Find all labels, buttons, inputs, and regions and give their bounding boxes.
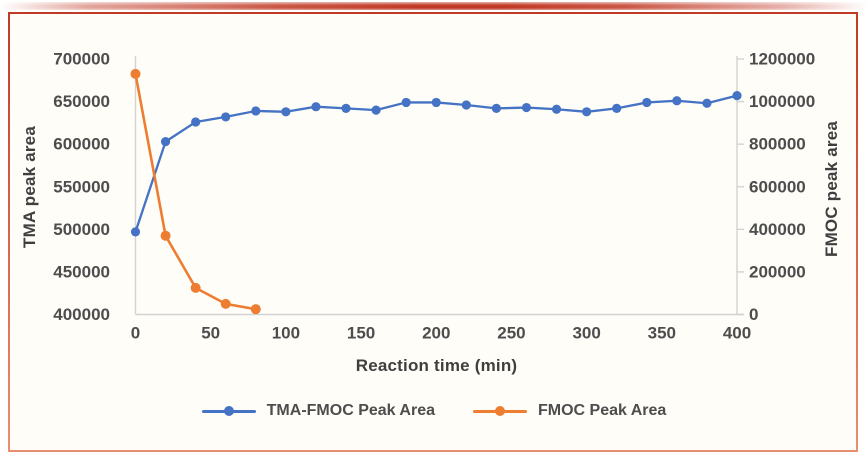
legend-label-fmoc: FMOC Peak Area: [537, 402, 667, 419]
data-point-tma-fmoc: [642, 97, 652, 108]
y-right-tick-label: 1200000: [749, 50, 815, 69]
y-left-tick-label: 500000: [53, 220, 110, 239]
data-point-tma-fmoc: [371, 105, 381, 115]
legend-marker-tma-fmoc-icon: [201, 406, 256, 416]
y-left-tick-label: 650000: [53, 92, 110, 111]
y-axis-title-left: TMA peak area: [20, 126, 39, 248]
data-point-tma-fmoc: [341, 103, 351, 113]
data-point-fmoc: [220, 298, 231, 309]
y-right-tick-label: 1000000: [749, 92, 815, 111]
legend: TMA-FMOC Peak Area FMOC Peak Area: [0, 402, 868, 420]
y-left-tick-label: 450000: [53, 262, 110, 281]
data-point-tma-fmoc: [521, 102, 532, 113]
data-point-tma-fmoc: [281, 107, 291, 117]
data-point-tma-fmoc: [251, 106, 261, 116]
x-tick-label: 100: [272, 324, 300, 343]
x-tick-label: 200: [422, 324, 450, 343]
y-right-tick-label: 600000: [749, 177, 806, 196]
x-axis-title: Reaction time (min): [355, 356, 518, 375]
data-point-tma-fmoc: [401, 97, 411, 108]
series-line-fmoc: [134, 73, 257, 311]
y-right-tick-label: 800000: [749, 135, 806, 154]
y-axis-title-right: FMOC peak area: [822, 120, 841, 258]
x-tick-label: 0: [131, 324, 140, 343]
y-right-tick-label: 200000: [749, 262, 806, 281]
x-tick-label: 50: [201, 324, 220, 343]
x-tick-label: 350: [648, 324, 676, 343]
data-point-tma-fmoc: [160, 137, 171, 147]
chart-panel: [8, 12, 858, 452]
data-point-fmoc: [250, 304, 261, 315]
data-point-tma-fmoc: [491, 103, 501, 113]
legend-item-tma-fmoc: TMA-FMOC Peak Area: [201, 402, 435, 420]
top-accent-bar: [0, 2, 868, 10]
y-left-tick-label: 700000: [53, 50, 110, 69]
data-point-tma-fmoc: [551, 104, 562, 114]
y-left-tick-label: 600000: [53, 135, 110, 154]
x-tick-label: 150: [347, 324, 375, 343]
data-point-fmoc: [160, 230, 171, 241]
data-point-tma-fmoc: [702, 98, 712, 108]
data-point-tma-fmoc: [461, 100, 471, 110]
x-tick-label: 400: [723, 324, 751, 343]
data-point-fmoc: [130, 68, 141, 79]
legend-marker-fmoc-icon: [472, 406, 527, 416]
x-tick-label: 300: [572, 324, 600, 343]
y-left-tick-label: 550000: [53, 177, 110, 196]
y-left-tick-label: 400000: [53, 305, 110, 324]
data-point-fmoc: [190, 282, 201, 293]
data-point-tma-fmoc: [431, 97, 441, 108]
data-point-tma-fmoc: [130, 227, 141, 237]
data-point-tma-fmoc: [221, 112, 231, 122]
data-point-tma-fmoc: [612, 103, 622, 113]
y-right-tick-label: 0: [749, 305, 758, 324]
data-point-tma-fmoc: [311, 102, 321, 112]
data-point-tma-fmoc: [732, 91, 742, 101]
x-tick-label: 250: [497, 324, 525, 343]
data-point-tma-fmoc: [672, 96, 682, 106]
legend-label-tma-fmoc: TMA-FMOC Peak Area: [266, 402, 435, 419]
y-right-tick-label: 400000: [749, 220, 806, 239]
data-point-tma-fmoc: [191, 117, 201, 127]
data-point-tma-fmoc: [582, 107, 592, 117]
legend-item-fmoc: FMOC Peak Area: [472, 402, 667, 420]
